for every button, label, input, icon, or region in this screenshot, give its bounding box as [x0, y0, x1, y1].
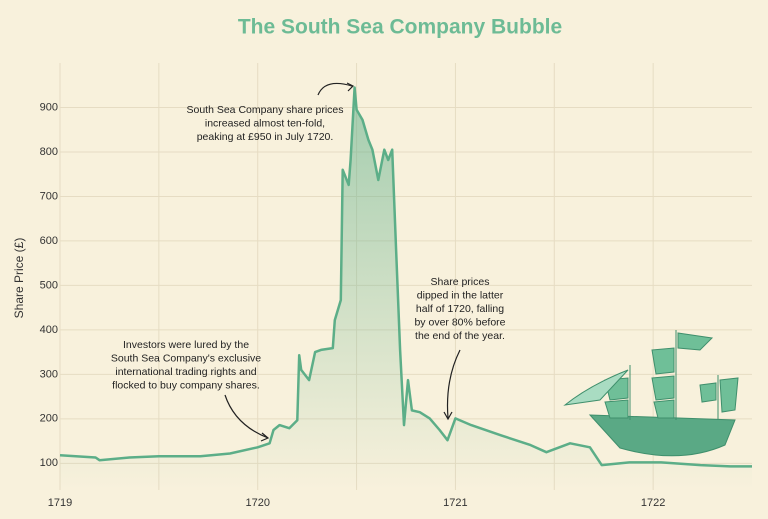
- annotation: half of 1720, falling: [416, 303, 504, 315]
- y-tick-label: 600: [40, 235, 58, 247]
- x-tick-label: 1721: [443, 497, 467, 509]
- annotation: by over 80% before: [414, 316, 505, 328]
- arrow: [224, 394, 269, 439]
- annotation: peaking at £950 in July 1720.: [197, 131, 334, 143]
- y-tick-label: 700: [40, 190, 58, 202]
- annotation: flocked to buy company shares.: [112, 379, 260, 391]
- y-tick-label: 900: [40, 101, 58, 113]
- annotation: South Sea Company's exclusive: [111, 352, 261, 364]
- annotation: Share prices: [431, 276, 490, 288]
- y-tick-label: 100: [40, 457, 58, 469]
- annotation: South Sea Company share prices: [186, 104, 343, 116]
- x-tick-label: 1720: [245, 497, 269, 509]
- arrowhead: [346, 82, 355, 92]
- arrowhead: [260, 432, 270, 442]
- arrow: [317, 82, 353, 96]
- arrowhead: [443, 411, 453, 421]
- annotation: dipped in the latter: [417, 289, 504, 301]
- chart-title: The South Sea Company Bubble: [238, 16, 562, 39]
- arrow: [446, 349, 461, 419]
- x-tick-label: 1722: [641, 497, 665, 509]
- annotation: increased almost ten-fold,: [205, 117, 325, 129]
- y-tick-label: 200: [40, 413, 58, 425]
- y-tick-label: 300: [40, 368, 58, 380]
- line: [59, 86, 752, 468]
- y-tick-label: 500: [40, 279, 58, 291]
- ship-illustration: [563, 330, 739, 457]
- y-tick-label: 400: [40, 324, 58, 336]
- y-axis-label: Share Price (£): [12, 238, 26, 319]
- annotation: international trading rights and: [115, 366, 256, 378]
- annotation: the end of the year.: [415, 330, 505, 342]
- y-tick-label: 800: [40, 146, 58, 158]
- annotation: Investors were lured by the: [123, 339, 249, 351]
- x-tick-label: 1719: [48, 497, 72, 509]
